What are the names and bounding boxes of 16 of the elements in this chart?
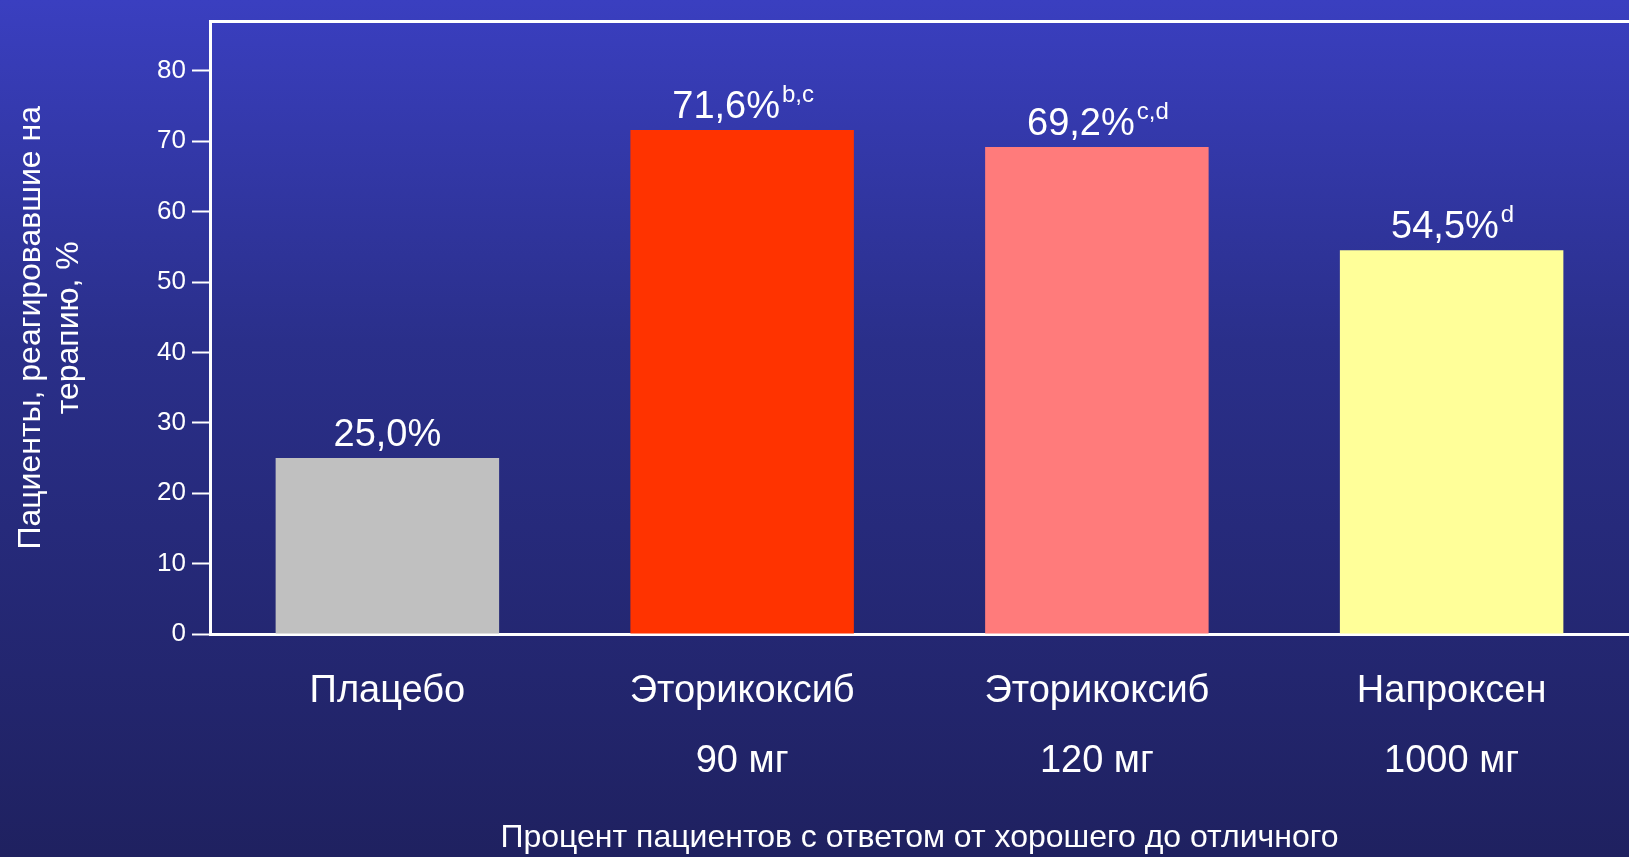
x-tick-label: Эторикоксиб 90 мг <box>629 667 855 780</box>
y-tick-label: 0 <box>171 617 186 648</box>
y-tick-label: 20 <box>157 476 186 507</box>
y-tick-label: 80 <box>157 54 186 85</box>
y-tick-label: 10 <box>157 546 186 577</box>
y-tick-label: 70 <box>157 124 186 155</box>
y-tick-label: 50 <box>157 265 186 296</box>
x-axis-title: Процент пациентов с ответом от хорошего до отличного <box>500 817 1339 854</box>
x-tick-label: Напроксен 1000 мг <box>1356 667 1547 780</box>
x-tick-label: Эторикоксиб 120 мг <box>984 667 1210 780</box>
x-tick-label: Плацебо <box>309 667 466 710</box>
y-tick-label: 30 <box>157 406 186 436</box>
y-tick-label: 40 <box>157 335 186 366</box>
y-axis-title: Пациенты, реагировавшие на терапию, % <box>11 105 86 550</box>
data-label: 25,0% <box>333 412 442 455</box>
y-tick-label: 60 <box>157 194 186 225</box>
